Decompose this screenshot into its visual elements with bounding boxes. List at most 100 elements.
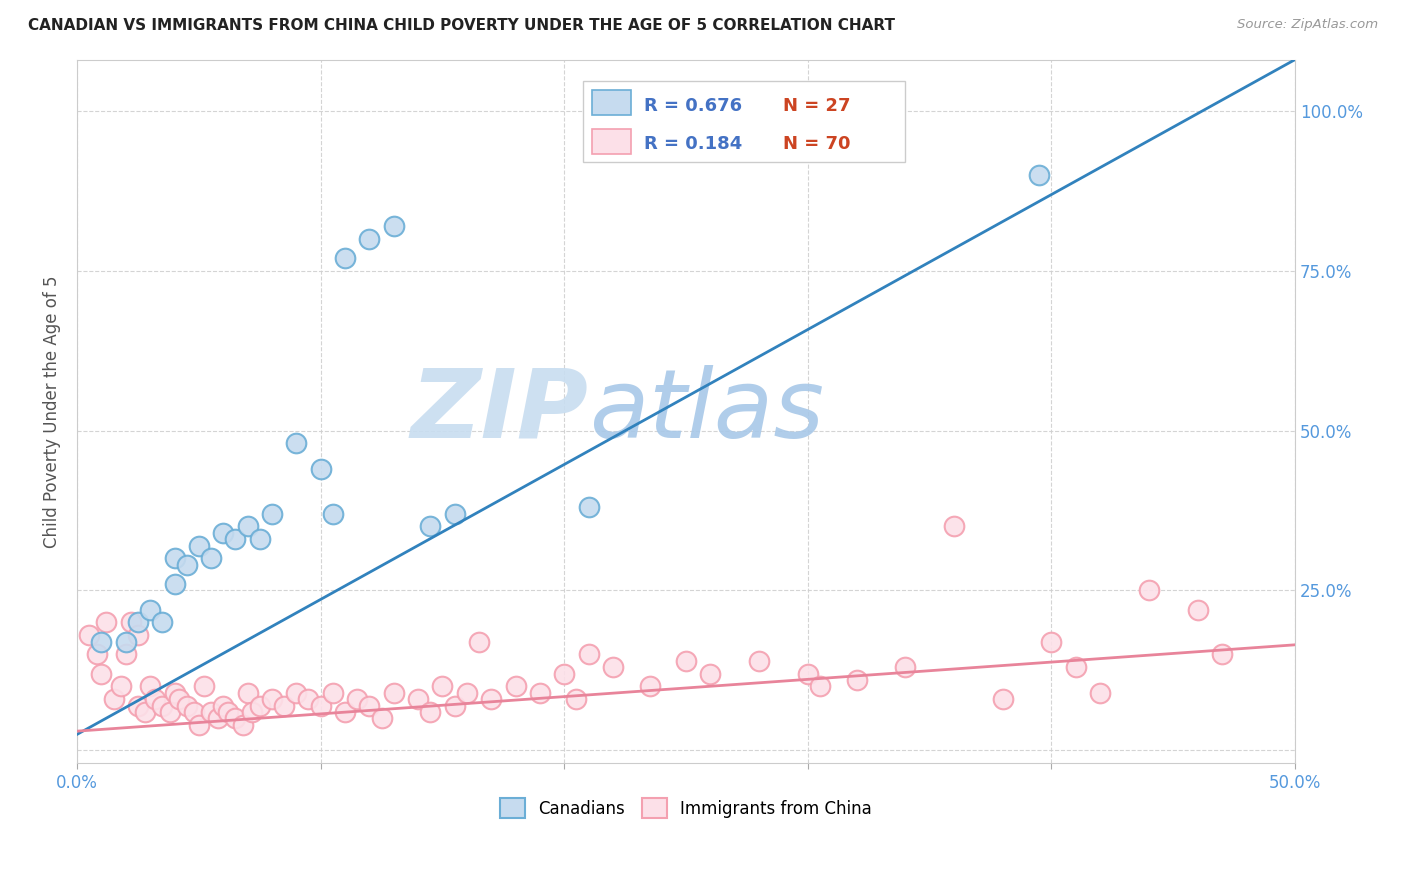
Point [249,533,271,547]
Point [232,718,254,732]
Point [139,679,162,693]
Point [207,711,229,725]
Point [139,602,162,616]
Point [217,705,239,719]
Point [114,634,136,648]
Point [991,692,1014,706]
Point [699,666,721,681]
Point [333,705,356,719]
Point [285,436,308,450]
Point [1064,660,1087,674]
Point [163,577,186,591]
Point [120,615,142,630]
Point [808,679,831,693]
Point [224,711,246,725]
Text: ZIP: ZIP [411,365,589,458]
Point [346,692,368,706]
Y-axis label: Child Poverty Under the Age of 5: Child Poverty Under the Age of 5 [44,275,60,548]
Point [1088,686,1111,700]
Point [127,698,149,713]
Point [602,660,624,674]
Point [1211,648,1233,662]
Point [359,232,381,246]
Point [468,634,491,648]
Point [127,615,149,630]
Point [90,634,112,648]
Point [236,686,259,700]
Point [553,666,575,681]
Point [176,698,198,713]
Point [249,698,271,713]
Point [77,628,100,642]
Point [159,705,181,719]
Point [1040,634,1063,648]
Point [675,654,697,668]
Text: Source: ZipAtlas.com: Source: ZipAtlas.com [1237,18,1378,31]
Point [297,692,319,706]
Point [359,698,381,713]
Point [419,705,441,719]
Point [1187,602,1209,616]
Point [894,660,917,674]
Point [260,507,283,521]
Point [103,692,125,706]
Point [200,705,222,719]
Point [309,462,332,476]
Text: atlas: atlas [589,365,824,458]
Point [86,648,108,662]
Point [406,692,429,706]
Point [370,711,392,725]
Point [382,219,405,233]
Point [224,533,246,547]
Point [322,507,344,521]
Point [333,251,356,265]
Point [236,519,259,533]
Point [322,686,344,700]
Point [443,698,465,713]
Point [183,705,205,719]
Point [242,705,264,719]
Point [187,539,209,553]
Legend: Canadians, Immigrants from China: Canadians, Immigrants from China [494,791,879,825]
Point [193,679,215,693]
Point [589,123,612,137]
Point [797,666,820,681]
Point [382,686,405,700]
Text: CANADIAN VS IMMIGRANTS FROM CHINA CHILD POVERTY UNDER THE AGE OF 5 CORRELATION C: CANADIAN VS IMMIGRANTS FROM CHINA CHILD … [28,18,896,33]
Point [200,551,222,566]
Point [1028,168,1050,182]
Point [212,698,235,713]
Point [638,679,661,693]
Point [285,686,308,700]
Point [110,679,132,693]
Point [163,551,186,566]
Point [578,500,600,515]
Point [176,558,198,572]
Point [1137,583,1160,598]
Point [845,673,868,687]
Point [260,692,283,706]
Point [578,648,600,662]
Point [565,692,588,706]
Point [96,615,118,630]
Point [456,686,478,700]
Point [163,686,186,700]
Point [212,525,235,540]
Point [134,705,156,719]
Point [443,507,465,521]
Point [505,679,527,693]
Point [419,519,441,533]
Point [127,628,149,642]
Point [309,698,332,713]
Point [748,654,770,668]
Point [150,615,173,630]
Point [943,519,966,533]
Point [432,679,454,693]
Point [169,692,191,706]
Point [479,692,502,706]
Point [273,698,295,713]
Point [143,692,166,706]
Point [150,698,173,713]
Point [602,123,624,137]
Point [90,666,112,681]
